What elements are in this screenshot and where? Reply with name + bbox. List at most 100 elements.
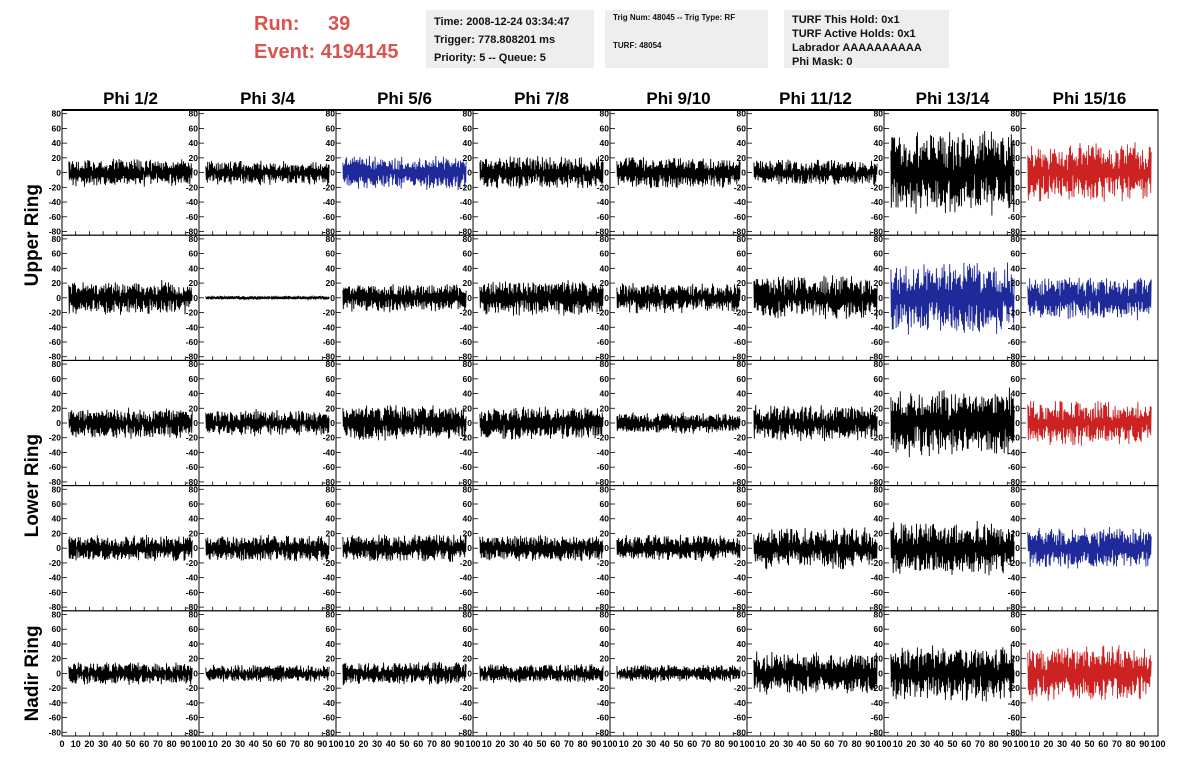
panel-r4-c7-ytick-label: 80 — [874, 484, 884, 494]
panel-r5-c7-ytick-label: -20 — [871, 683, 884, 693]
panel-r5-c1-ytick-label: 80 — [52, 609, 62, 619]
panel-r3-c4-ytick-label: -60 — [460, 462, 473, 472]
panel-r2-c3-trace — [342, 284, 467, 313]
panel-r1-c2-ytick-label: 60 — [189, 123, 199, 133]
phi-mask-line: Phi Mask: 0 — [792, 56, 853, 68]
panel-r1-c2-ytick-label: -20 — [186, 182, 199, 192]
x-tick-label: 30 — [1057, 739, 1067, 749]
panel-r2-c6-ytick-label: 60 — [737, 249, 747, 259]
panel-r2-c8-ytick-label: -60 — [1008, 337, 1021, 347]
panel-r4-c8-ytick-label: -80 — [1008, 602, 1021, 612]
x-tick-label: 10 — [893, 739, 903, 749]
panel-r1-c1-ytick-label: 60 — [52, 123, 62, 133]
panel-r1-c5-ytick-label: 60 — [600, 123, 610, 133]
panel-r2-c5-ytick-label: 80 — [600, 234, 610, 244]
panel-r2-c5-ytick-label: -40 — [597, 322, 610, 332]
panel-r5-c4-ytick-label: 40 — [463, 639, 473, 649]
panel-r3-c7-ytick-label: 40 — [874, 389, 884, 399]
x-tick-label: 100 — [465, 739, 480, 749]
panel-r5-c6-ytick-label: 80 — [737, 609, 747, 619]
x-tick-label: 60 — [961, 739, 971, 749]
panel-r1-c8-ytick-label: -40 — [1008, 197, 1021, 207]
panel-r3-c3-ytick-label: 60 — [326, 374, 336, 384]
panel-r3-c4-ytick-label: 80 — [463, 359, 473, 369]
x-tick-label: 70 — [1112, 739, 1122, 749]
x-tick-label: 100 — [602, 739, 617, 749]
x-tick-label: 60 — [1098, 739, 1108, 749]
panel-r5-c2-ytick-label: 80 — [189, 609, 199, 619]
panel-r5-c8-ytick-label: -80 — [1008, 727, 1021, 737]
panel-r3-c6-trace — [753, 404, 878, 442]
x-tick-label: 30 — [372, 739, 382, 749]
panel-r2-c4-ytick-label: -80 — [460, 352, 473, 362]
panel-r3-c6-ytick-label: -80 — [734, 477, 747, 487]
column-header-7: Phi 13/14 — [916, 89, 990, 108]
panel-r4-c2-ytick-label: -60 — [186, 587, 199, 597]
panel-r1-c8-ytick-label: -80 — [1008, 227, 1021, 237]
panel-r1-c4-ytick-label: 0 — [467, 168, 472, 178]
panel-r3-c8-ytick-label: -20 — [1008, 433, 1021, 443]
panel-r2-c4-ytick-label: -60 — [460, 337, 473, 347]
x-tick-label: 100 — [328, 739, 343, 749]
panel-r1-c6-ytick-label: -40 — [734, 197, 747, 207]
panel-r3-c7-ytick-label: 20 — [874, 403, 884, 413]
panel-r5-c3-trace — [342, 661, 467, 686]
panel-r2-c2-ytick-label: -40 — [186, 322, 199, 332]
panel-r5-c5-ytick-label: 0 — [604, 668, 609, 678]
panel-r2-c5-ytick-label: 20 — [600, 278, 610, 288]
panel-r4-c3-ytick-label: -40 — [323, 573, 336, 583]
panel-r3-c2-ytick-label: -80 — [186, 477, 199, 487]
x-tick-label: 100 — [739, 739, 754, 749]
panel-r1-c4-ytick-label: 40 — [463, 138, 473, 148]
panel-r1-c3-ytick-label: -20 — [323, 182, 336, 192]
panel-r2-c2-ytick-label: 60 — [189, 249, 199, 259]
panel-r5-c7-ytick-label: 20 — [874, 654, 884, 664]
column-header-1: Phi 1/2 — [103, 89, 158, 108]
panel-r2-c1-ytick-label: 0 — [56, 293, 61, 303]
x-tick-label: 80 — [989, 739, 999, 749]
x-tick-label: 100 — [1150, 739, 1165, 749]
panel-r2-c1-ytick-label: 20 — [52, 278, 62, 288]
panel-r4-c1-ytick-label: 20 — [52, 528, 62, 538]
panel-r3-c2-ytick-label: 60 — [189, 374, 199, 384]
panel-r5-c1-ytick-label: 40 — [52, 639, 62, 649]
panel-r4-c3-ytick-label: 80 — [326, 484, 336, 494]
panel-r3-c8-ytick-label: 60 — [1011, 374, 1021, 384]
panel-r1-c5-ytick-label: -80 — [597, 227, 610, 237]
panel-r5-c6-ytick-label: -20 — [734, 683, 747, 693]
x-tick-label: 20 — [358, 739, 368, 749]
panel-r2-c4-ytick-label: 0 — [467, 293, 472, 303]
panel-r5-c7-trace — [890, 645, 1015, 702]
panel-r3-c7-ytick-label: -40 — [871, 447, 884, 457]
panel-r4-c8-ytick-label: 60 — [1011, 499, 1021, 509]
x-tick-label: 50 — [262, 739, 272, 749]
panel-r1-c1-ytick-label: 80 — [52, 109, 62, 119]
panel-r2-c6-ytick-label: -80 — [734, 352, 747, 362]
x-tick-label: 20 — [769, 739, 779, 749]
x-tick-label: 60 — [687, 739, 697, 749]
panel-r5-c8-ytick-label: -60 — [1008, 713, 1021, 723]
panel-r4-c8-ytick-label: -20 — [1008, 558, 1021, 568]
panel-r4-c3-ytick-label: -80 — [323, 602, 336, 612]
turf-active-line: TURF Active Holds: 0x1 — [792, 28, 916, 40]
panel-r2-c6-ytick-label: -40 — [734, 322, 747, 332]
panel-r1-c3-ytick-label: 40 — [326, 138, 336, 148]
x-tick-label: 40 — [1071, 739, 1081, 749]
panel-r3-c3-ytick-label: 0 — [330, 418, 335, 428]
panel-r3-c1-trace — [68, 407, 193, 439]
panel-r1-c3-ytick-label: 60 — [326, 123, 336, 133]
panel-r3-c7-ytick-label: 60 — [874, 374, 884, 384]
panel-r5-c7-ytick-label: 40 — [874, 639, 884, 649]
panel-r2-c4-ytick-label: 40 — [463, 263, 473, 273]
x-tick-label: 60 — [276, 739, 286, 749]
panel-r4-c8-ytick-label: 20 — [1011, 528, 1021, 538]
panel-r1-c7-ytick-label: 60 — [874, 123, 884, 133]
panel-r5-c2-ytick-label: -80 — [186, 727, 199, 737]
panel-r1-c3-ytick-label: 20 — [326, 153, 336, 163]
panel-r4-c2-ytick-label: 20 — [189, 528, 199, 538]
panel-r2-c1-ytick-label: -80 — [49, 352, 62, 362]
panel-r4-c1-ytick-label: -40 — [49, 573, 62, 583]
panel-r3-c7-ytick-label: -20 — [871, 433, 884, 443]
panel-r2-c4-ytick-label: -40 — [460, 322, 473, 332]
panel-r1-c3-trace — [342, 155, 467, 191]
